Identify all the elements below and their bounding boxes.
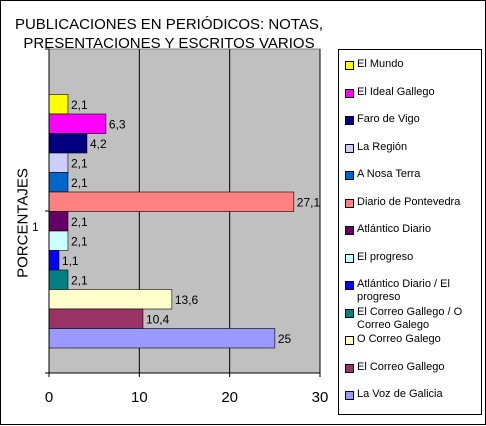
x-tick-label: 30 <box>312 389 329 406</box>
legend-swatch <box>345 336 354 345</box>
bar <box>48 250 60 271</box>
bar <box>48 308 144 329</box>
legend-label: Atlántico Diario <box>357 223 431 235</box>
legend-swatch <box>345 226 354 235</box>
x-tick-label: 20 <box>221 389 238 406</box>
data-label: 2,1 <box>71 98 88 112</box>
bar <box>48 328 276 349</box>
bar <box>48 152 69 173</box>
legend-label: El Mundo <box>357 58 404 70</box>
bar <box>48 94 69 115</box>
data-label: 2,1 <box>71 176 88 190</box>
x-tick-label: 10 <box>131 389 148 406</box>
bar <box>48 113 107 134</box>
legend-swatch <box>345 198 354 208</box>
bar <box>48 172 69 193</box>
legend-label: El Ideal Gallego <box>357 85 435 98</box>
legend-swatch <box>345 308 354 318</box>
legend-label: Diario de Pontevedra <box>357 195 461 208</box>
bar <box>48 269 69 290</box>
legend-label: A Nosa Terra <box>357 168 421 180</box>
legend-swatch <box>345 281 354 290</box>
data-label: 4,2 <box>90 137 107 151</box>
bar <box>48 230 69 251</box>
legend-swatch <box>345 391 354 400</box>
bar <box>48 289 173 310</box>
legend-label: Atlántico Diario / El progreso <box>357 278 450 303</box>
legend-label: La Voz de Galicia <box>357 388 443 400</box>
legend-label: La Región <box>357 140 408 153</box>
data-label: 2,1 <box>71 215 88 229</box>
legend-swatch <box>345 116 354 125</box>
data-label: 2,1 <box>71 234 88 248</box>
legend-swatch <box>345 363 354 373</box>
data-label: 25 <box>278 332 292 346</box>
chart-legend: El Mundo El Ideal Gallego Faro de Vigo La R… <box>338 49 482 415</box>
legend-label: El progreso <box>357 250 414 263</box>
category-label: 1 <box>32 220 39 234</box>
bar <box>48 211 69 232</box>
data-label: 6,3 <box>109 117 126 131</box>
legend-label: El Correo Gallego <box>357 360 445 373</box>
legend-label: Faro de Vigo <box>357 113 420 125</box>
legend-swatch <box>345 143 354 153</box>
bar <box>48 191 295 212</box>
data-label: 10,4 <box>146 312 170 326</box>
bar <box>48 133 88 154</box>
data-label: 13,6 <box>175 293 199 307</box>
x-tick-label: 0 <box>45 389 53 406</box>
legend-swatch <box>345 88 354 98</box>
legend-label: El Correo Gallego / O Correo Galego <box>357 305 463 331</box>
legend-swatch <box>345 61 354 70</box>
chart-title-line-1: PUBLICACIONES EN PERIÓDICOS: NOTAS, <box>14 16 324 33</box>
chart-title-line-2: PRESENTACIONES Y ESCRITOS VARIOS <box>23 35 315 52</box>
data-label: 2,1 <box>71 156 88 170</box>
legend-swatch <box>345 171 354 180</box>
data-label: 2,1 <box>71 273 88 287</box>
legend-label: O Correo Galego <box>357 333 441 345</box>
chart-title: PUBLICACIONES EN PERIÓDICOS: NOTAS, PRES… <box>1 15 337 53</box>
data-label: 1,1 <box>62 254 79 268</box>
data-label: 27,1 <box>297 195 321 209</box>
legend-swatch <box>345 253 354 263</box>
